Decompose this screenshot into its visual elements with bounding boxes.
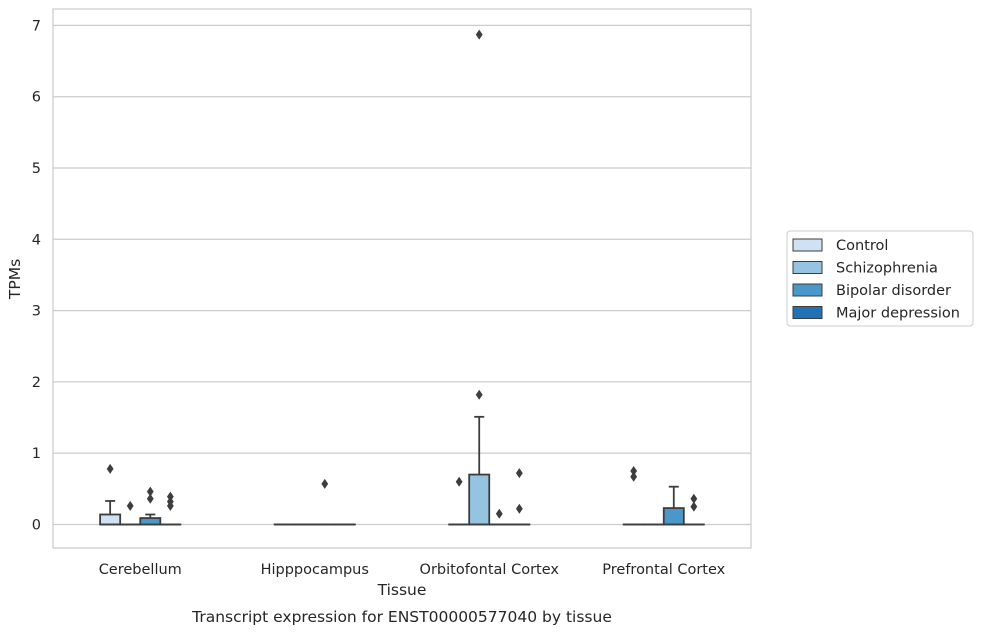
box-control (99, 463, 122, 526)
legend-label: Schizophrenia (836, 261, 938, 277)
box-major-depression (508, 468, 531, 526)
outlier-point (166, 500, 174, 511)
outlier-point (690, 493, 698, 504)
chart-caption: Transcript expression for ENST0000057704… (191, 608, 612, 626)
legend-swatch (792, 283, 823, 297)
legend: Control Schizophrenia Bipolar disorder Majo… (786, 230, 974, 327)
outlier-point (106, 463, 114, 474)
box-series-layer (99, 29, 705, 526)
y-tick-label: 5 (32, 161, 41, 177)
plot-frame (52, 8, 752, 549)
legend-label: Control (836, 238, 888, 254)
legend-swatch (792, 261, 823, 274)
legend-swatch (792, 306, 823, 319)
box-control (448, 476, 471, 526)
box-body (99, 513, 122, 526)
box-body (468, 473, 491, 526)
x-tick-label: Cerebellum (99, 562, 182, 578)
outlier-point (126, 500, 134, 511)
outlier-point (146, 493, 154, 504)
box-major-depression (159, 491, 182, 526)
y-tick-labels: 0 1 2 3 4 5 6 7 (32, 18, 41, 533)
box-bipolar-disorder (313, 478, 336, 526)
box-control (622, 466, 645, 526)
y-tick-label: 0 (32, 517, 41, 533)
x-tick-label: Hipppocampus (261, 562, 369, 578)
outlier-point (475, 29, 483, 40)
x-axis-title: Tissue (377, 581, 427, 599)
legend-swatch (792, 238, 823, 252)
box-bipolar-disorder (662, 485, 685, 526)
legend-label: Major depression (836, 306, 960, 322)
y-tick-label: 2 (32, 375, 41, 391)
outlier-point (690, 501, 698, 512)
outlier-point (495, 508, 503, 519)
outlier-point (630, 471, 638, 482)
y-tick-label: 3 (32, 304, 41, 320)
x-tick-labels: Cerebellum Hipppocampus Orbitofontal Corte… (99, 562, 726, 578)
outlier-point (321, 478, 329, 489)
box-body (662, 507, 685, 526)
y-tick-label: 1 (32, 446, 41, 462)
outlier-point (515, 503, 523, 514)
box-schizophrenia (468, 29, 491, 526)
y-tick-label: 6 (32, 90, 41, 106)
box-schizophrenia (119, 500, 142, 526)
x-tick-label: Prefrontal Cortex (602, 562, 725, 578)
legend-frame (786, 230, 974, 327)
outlier-point (455, 476, 463, 487)
box-bipolar-disorder (488, 508, 511, 526)
outlier-point (475, 389, 483, 400)
box-body (139, 517, 162, 526)
y-tick-label: 7 (32, 18, 41, 34)
outlier-point (515, 468, 523, 479)
outlier-point (630, 466, 638, 476)
box-bipolar-disorder (139, 486, 162, 526)
y-axis-title: TPMs (6, 259, 24, 300)
x-tick-label: Orbitofontal Cortex (420, 562, 560, 578)
legend-label: Bipolar disorder (836, 283, 951, 299)
gridlines (53, 24, 751, 526)
box-major-depression (682, 493, 705, 526)
y-tick-label: 4 (32, 232, 41, 248)
outlier-point (146, 486, 154, 497)
